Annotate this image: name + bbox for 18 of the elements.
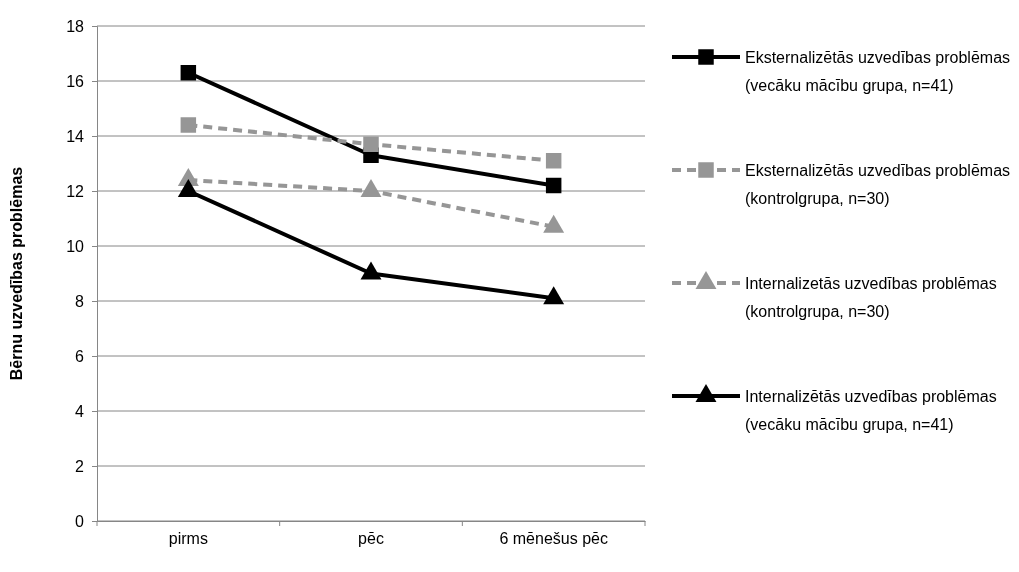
y-tick-label: 4	[75, 402, 85, 420]
y-tick-label: 8	[75, 292, 85, 310]
x-tick-label: 6 mēnešus pēc	[499, 530, 608, 548]
legend-label: Eksternalizētās uzvedības problēmas (vecāku mācību grupa, n=41)	[745, 49, 1011, 94]
y-tick-label: 16	[66, 72, 85, 90]
y-tick-label: 0	[75, 512, 85, 530]
y-axis-title: Bērnu uzvedības problēmas	[8, 166, 25, 381]
y-tick-label: 2	[75, 457, 85, 475]
y-tick-label: 18	[66, 17, 85, 35]
y-tick-label: 6	[75, 347, 85, 365]
y-tick-label: 10	[66, 237, 85, 255]
x-tick-label: pēc	[358, 530, 384, 548]
x-tick-label: pirms	[168, 530, 208, 548]
legend-label: Internalizetās uzvedības problēmas (kontrolgrupa, n=30)	[745, 275, 997, 320]
legend-label: Eksternalizētās uzvedības problēmas (kontrolgrupa, n=30)	[745, 162, 1011, 207]
y-tick-label: 14	[66, 127, 85, 145]
legend-label: Internalizētās uzvedības problēmas (vecāku mācību grupa, n=41)	[745, 388, 997, 433]
y-tick-label: 12	[66, 182, 85, 200]
